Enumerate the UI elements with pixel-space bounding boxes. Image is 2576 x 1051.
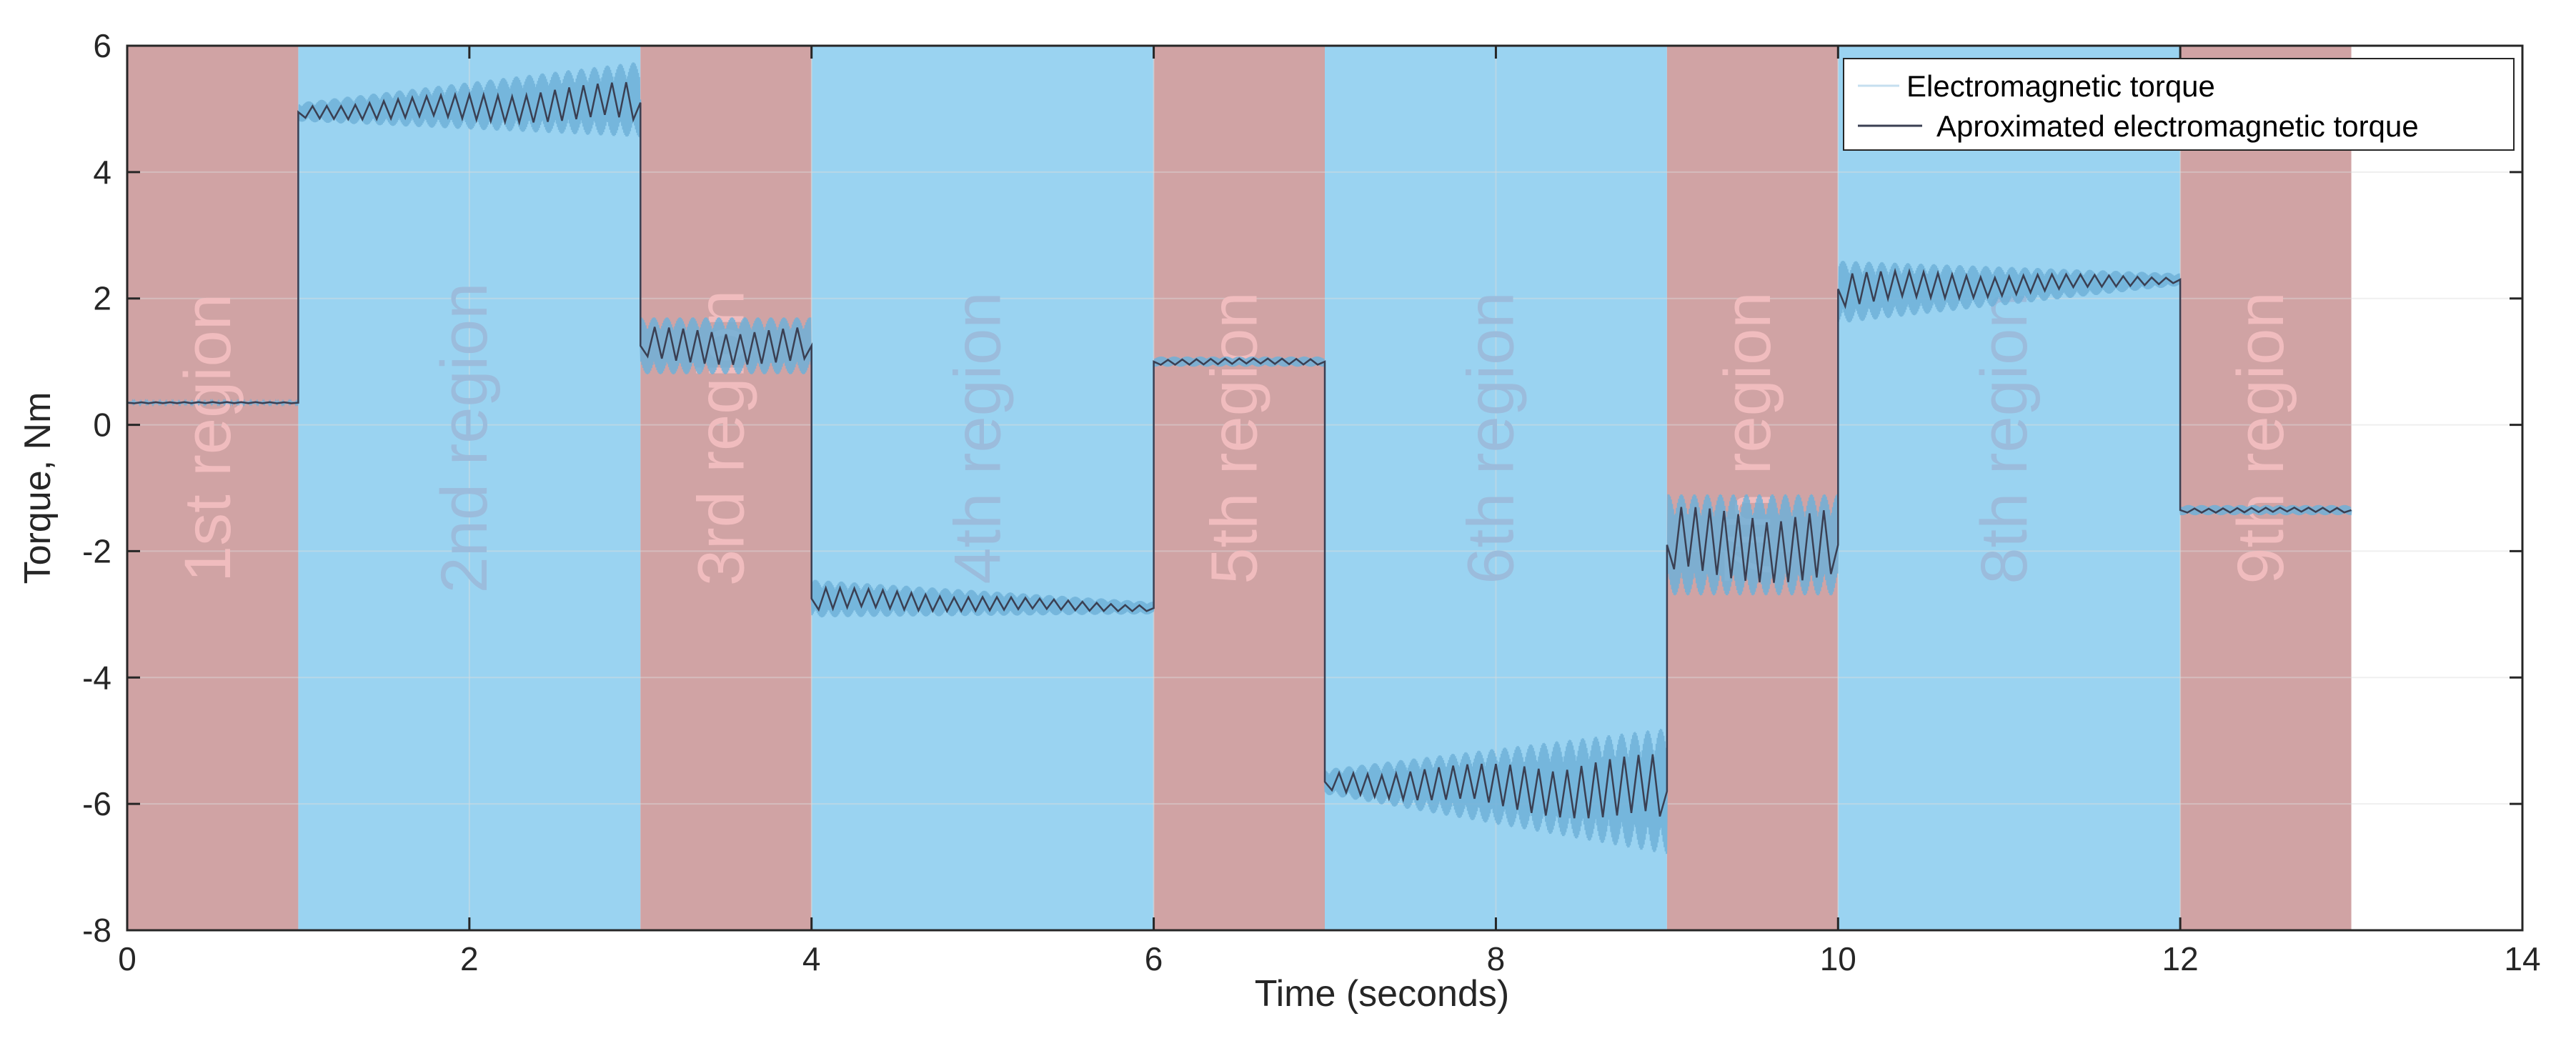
- region-band-9: [2180, 46, 2352, 930]
- y-axis-title: Torque, Nm: [17, 392, 59, 584]
- region-label-4: 4th region: [941, 292, 1014, 584]
- y-tick-label-6: 4: [93, 154, 111, 191]
- region-band-2: [298, 46, 641, 930]
- region-band-4: [811, 46, 1154, 930]
- region-label-6: 6th region: [1455, 292, 1528, 584]
- ticks-layer: 0 2 4 6 8 10 12 14 -8 -6 -4 -2 0 2 4 6: [82, 27, 2540, 977]
- plot-frame: [126, 44, 2524, 932]
- region-labels-layer: 1st region 2nd region 3rd region 4th region…: [171, 283, 2297, 594]
- x-tick-label-5: 10: [1820, 940, 1856, 977]
- y-tick-label-7: 6: [93, 27, 111, 64]
- y-tick-label-3: -2: [82, 532, 111, 569]
- region-label-1: 1st region: [171, 294, 244, 582]
- regions-layer: [127, 46, 2352, 930]
- legend: Electromagnetic torque Aproximated elect…: [1843, 58, 2515, 151]
- x-tick-label-0: 0: [118, 940, 136, 977]
- region-band-5: [1153, 46, 1325, 930]
- y-tick-label-2: -4: [82, 659, 111, 696]
- series-approximated-torque: [126, 81, 2352, 819]
- x-tick-label-7: 14: [2504, 940, 2540, 977]
- y-tick-label-4: 0: [93, 407, 111, 444]
- x-tick-label-4: 8: [1487, 940, 1506, 977]
- legend-box: [1843, 58, 2515, 151]
- x-tick-label-6: 12: [2162, 940, 2199, 977]
- region-band-3: [640, 46, 812, 930]
- region-label-2: 2nd region: [428, 283, 501, 594]
- y-tick-label-0: -8: [82, 912, 111, 949]
- region-band-7: [1666, 46, 1839, 930]
- region-label-8: 8th region: [1968, 292, 2041, 584]
- region-band-1: [127, 46, 299, 930]
- x-tick-label-1: 2: [460, 940, 479, 977]
- y-tick-label-5: 2: [93, 280, 111, 317]
- x-tick-label-3: 6: [1145, 940, 1163, 977]
- x-tick-label-2: 4: [802, 940, 821, 977]
- region-band-8: [1838, 46, 2181, 930]
- legend-label-electromagnetic-torque: Electromagnetic torque: [1906, 69, 2215, 103]
- legend-label-approximated-torque: Aproximated electromagnetic torque: [1936, 109, 2419, 143]
- series-electromagnetic-torque: [126, 62, 2352, 855]
- region-label-5: 5th region: [1198, 292, 1271, 584]
- series-layer: [126, 62, 2352, 855]
- x-axis-title: Time (seconds): [1255, 973, 1509, 1015]
- y-tick-label-1: -6: [82, 785, 111, 822]
- region-label-9: 9th region: [2224, 292, 2297, 584]
